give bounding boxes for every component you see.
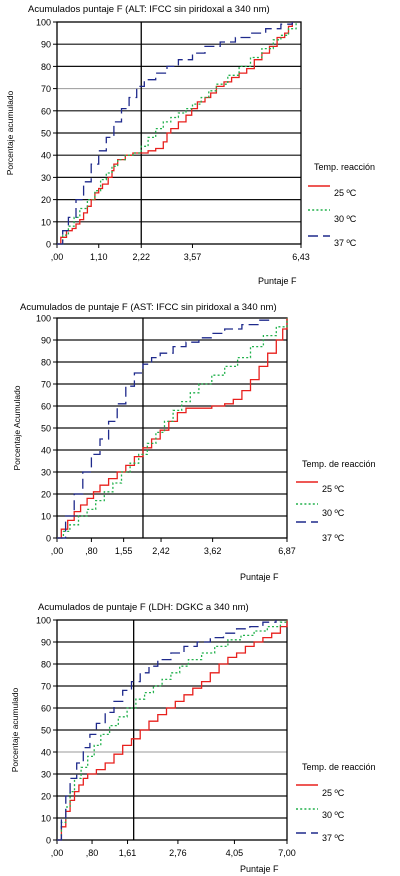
y-tick-label: 40	[41, 151, 51, 161]
legend-label: 30 ºC	[322, 810, 345, 820]
y-tick-label: 80	[41, 62, 51, 72]
y-tick-label: 90	[41, 40, 51, 50]
y-tick-label: 80	[41, 660, 51, 670]
chart-title: Acumulados puntaje F (ALT: IFCC sin piri…	[28, 4, 270, 15]
legend-label: 30 ºC	[334, 214, 357, 224]
y-tick-label: 30	[41, 173, 51, 183]
chart-title: Acumulados de puntaje F (AST: IFCC sin p…	[20, 302, 277, 313]
y-tick-label: 0	[46, 534, 51, 544]
y-tick-label: 10	[41, 512, 51, 522]
chart-alt: Acumulados puntaje F (ALT: IFCC sin piri…	[5, 4, 375, 286]
legend-title: Temp. reacción	[314, 162, 375, 172]
plot-frame	[56, 317, 288, 539]
x-axis-label: Puntaje F	[258, 276, 297, 286]
series-line-2	[57, 22, 297, 245]
chart-ldh: Acumulados de puntaje F (LDH: DGKC a 340…	[10, 602, 376, 874]
y-tick-label: 0	[46, 836, 51, 846]
x-tick-label: 7,00	[278, 848, 296, 858]
x-tick-label: ,80	[85, 546, 98, 556]
x-axis-label: Puntaje F	[240, 572, 279, 582]
y-tick-label: 100	[36, 314, 51, 324]
x-tick-label: 1,10	[90, 252, 108, 262]
y-tick-label: 50	[41, 129, 51, 139]
y-tick-label: 60	[41, 704, 51, 714]
x-tick-label: 6,87	[278, 546, 296, 556]
y-axis-label: Porcentaje acumulado	[5, 90, 15, 175]
y-tick-label: 20	[41, 195, 51, 205]
y-tick-label: 10	[41, 814, 51, 824]
y-tick-label: 70	[41, 380, 51, 390]
chart-title: Acumulados de puntaje F (LDH: DGKC a 340…	[38, 602, 249, 613]
y-tick-label: 20	[41, 792, 51, 802]
plot-frame	[56, 21, 302, 245]
y-tick-label: 90	[41, 336, 51, 346]
y-tick-label: 70	[41, 682, 51, 692]
legend-label: 30 ºC	[322, 508, 345, 518]
y-tick-label: 40	[41, 748, 51, 758]
series-line-3	[57, 620, 277, 841]
y-tick-label: 40	[41, 446, 51, 456]
y-tick-label: 20	[41, 490, 51, 500]
y-tick-label: 70	[41, 84, 51, 94]
legend-label: 37 ºC	[322, 533, 345, 543]
x-tick-label: 6,43	[292, 252, 310, 262]
x-tick-label: ,80	[86, 848, 99, 858]
series-line-3	[57, 318, 273, 539]
legend-label: 25 ºC	[322, 484, 345, 494]
x-tick-label: ,00	[51, 848, 64, 858]
y-tick-label: 30	[41, 468, 51, 478]
y-axis-label: Porcentaje Acumulado	[12, 385, 22, 470]
x-tick-label: 2,42	[152, 546, 170, 556]
x-tick-label: ,00	[51, 546, 64, 556]
series-line-1	[57, 620, 288, 841]
x-tick-label: 4,05	[226, 848, 244, 858]
y-tick-label: 10	[41, 217, 51, 227]
x-tick-label: 2,76	[169, 848, 187, 858]
y-tick-label: 90	[41, 638, 51, 648]
y-tick-label: 60	[41, 106, 51, 116]
x-tick-label: ,00	[51, 252, 64, 262]
x-tick-label: 1,61	[119, 848, 137, 858]
y-tick-label: 100	[36, 616, 51, 626]
series-line-1	[57, 318, 288, 539]
legend-title: Temp. de reacción	[302, 459, 376, 469]
y-tick-label: 80	[41, 358, 51, 368]
x-tick-label: 3,57	[184, 252, 202, 262]
y-tick-label: 100	[36, 18, 51, 28]
y-tick-label: 30	[41, 770, 51, 780]
legend-label: 25 ºC	[322, 788, 345, 798]
y-tick-label: 0	[46, 240, 51, 250]
series-line-1	[57, 22, 293, 245]
y-tick-label: 60	[41, 402, 51, 412]
y-axis-label: Porcentaje acumulado	[10, 687, 20, 772]
x-tick-label: 1,55	[115, 546, 133, 556]
y-tick-label: 50	[41, 726, 51, 736]
x-axis-label: Puntaje F	[240, 864, 279, 874]
legend-label: 37 ºC	[334, 238, 357, 248]
x-tick-label: 3,62	[204, 546, 222, 556]
legend-label: 37 ºC	[322, 833, 345, 843]
series-line-3	[57, 22, 293, 245]
legend-title: Temp. de reacción	[302, 762, 376, 772]
y-tick-label: 50	[41, 424, 51, 434]
plot-frame	[56, 619, 288, 841]
legend-label: 25 ºC	[334, 188, 357, 198]
chart-ast: Acumulados de puntaje F (AST: IFCC sin p…	[12, 302, 376, 582]
x-tick-label: 2,22	[132, 252, 150, 262]
